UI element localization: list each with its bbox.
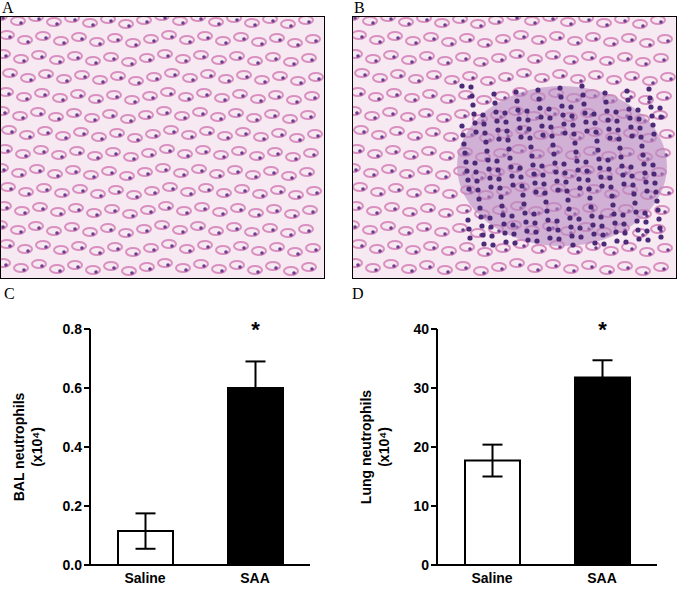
svg-text:0: 0 [421,557,429,573]
svg-text:30: 30 [413,380,429,396]
svg-text:Lung neutrophils(x10⁴): Lung neutrophils(x10⁴) [358,390,392,505]
svg-text:BAL neutrophils(x10⁴): BAL neutrophils(x10⁴) [11,392,45,501]
svg-text:*: * [251,317,260,342]
svg-text:SAA: SAA [240,570,270,586]
html-text:C: C [4,285,15,302]
html-text:D: D [352,285,364,302]
svg-text:0.4: 0.4 [63,439,83,455]
svg-text:40: 40 [413,321,429,337]
svg-text:0.0: 0.0 [63,557,83,573]
html-text:A: A [2,0,14,16]
svg-text:Saline: Saline [124,570,165,586]
svg-text:0.8: 0.8 [63,321,83,337]
svg-text:SAA: SAA [587,570,617,586]
svg-text:0.2: 0.2 [63,498,83,514]
svg-text:Saline: Saline [471,570,512,586]
svg-text:0.6: 0.6 [63,380,83,396]
svg-text:10: 10 [413,498,429,514]
svg-text:*: * [598,317,607,342]
html-text:B: B [354,0,365,16]
svg-text:20: 20 [413,439,429,455]
